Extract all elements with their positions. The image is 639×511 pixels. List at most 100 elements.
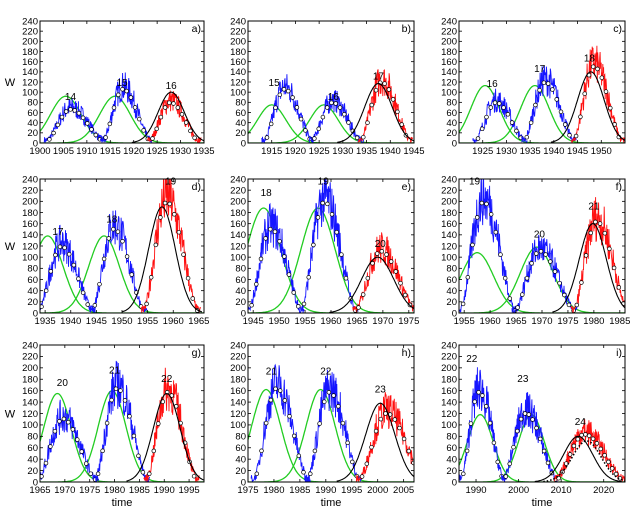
smoothed-point: [326, 390, 332, 395]
smoothed-point: [322, 399, 327, 404]
smoothed-point: [520, 292, 525, 297]
x-tick-label: 1970: [372, 316, 393, 327]
y-tick-label: 100: [22, 420, 38, 431]
x-tick-label: 1930: [332, 146, 353, 157]
smoothed-point: [128, 95, 134, 100]
y-tick-label: 220: [230, 352, 246, 363]
smoothed-point: [191, 473, 197, 479]
y-tick-label: 60: [27, 443, 38, 454]
smoothed-point: [538, 436, 543, 442]
y-tick-label: 0: [452, 477, 457, 488]
y-tick-label: 0: [33, 138, 38, 149]
y-tick-label: 240: [441, 174, 457, 185]
smoothed-point: [386, 87, 392, 92]
x-tick-label: 1970: [54, 485, 75, 496]
smoothed-point: [317, 421, 322, 426]
y-tick-label: 200: [441, 363, 457, 374]
smoothed-point: [167, 100, 172, 105]
y-tick-label: 200: [22, 363, 38, 374]
smoothed-point: [402, 292, 408, 298]
smoothed-point: [103, 135, 108, 140]
y-tick-label: 0: [452, 138, 457, 149]
smoothed-point: [301, 301, 307, 307]
smoothed-point: [567, 133, 572, 138]
y-tick-label: 180: [22, 47, 38, 58]
y-tick-label: 100: [441, 252, 457, 263]
smoothed-point: [277, 388, 283, 393]
y-tick-label: 20: [446, 466, 457, 477]
smoothed-point: [337, 105, 343, 110]
cycle-label: 17: [373, 71, 385, 82]
smoothed-point: [475, 136, 481, 141]
smoothed-point: [113, 386, 119, 392]
cycle-label: 15: [269, 78, 281, 89]
smoothed-point: [75, 437, 80, 442]
y-tick-label: 40: [446, 454, 457, 465]
smoothed-point: [48, 444, 53, 449]
smoothed-point: [156, 421, 161, 426]
smoothed-point: [88, 471, 93, 476]
y-tick-label: 200: [22, 37, 38, 48]
panel-letter: f): [616, 181, 622, 193]
smoothed-point: [369, 102, 375, 108]
y-tick-label: 40: [446, 118, 457, 129]
model-curve-1: [459, 413, 625, 482]
cycle-label: 22: [466, 354, 478, 365]
smoothed-point: [541, 80, 547, 85]
smoothed-point: [277, 92, 283, 98]
smoothed-point: [249, 303, 254, 308]
smoothed-point: [324, 105, 330, 110]
x-tick-label: 2005: [393, 485, 414, 496]
x-tick-label: 2000: [367, 485, 388, 496]
y-tick-label: 80: [27, 98, 38, 109]
smoothed-point: [567, 452, 573, 457]
x-tick-label: 1975: [557, 316, 578, 327]
observed-series-cycle-21: [250, 363, 311, 482]
smoothed-point: [122, 398, 128, 403]
smoothed-point: [131, 433, 137, 439]
smoothed-point: [132, 105, 138, 110]
cycle-label: 14: [65, 92, 77, 103]
x-tick-label: 1990: [154, 485, 175, 496]
cycle-label: 18: [584, 54, 596, 65]
x-tick-label: 1935: [193, 146, 214, 157]
panel-letter: h): [402, 347, 411, 359]
smoothed-point: [254, 281, 259, 287]
y-tick-label: 180: [230, 375, 246, 386]
smoothed-point: [268, 226, 273, 232]
smoothed-point: [109, 397, 114, 403]
smoothed-point: [562, 122, 568, 127]
cycle-label: 21: [266, 367, 278, 378]
x-tick-label: 1985: [289, 485, 310, 496]
smoothed-point: [129, 272, 134, 277]
x-tick-label: 1975: [237, 485, 258, 496]
y-tick-label: 140: [230, 67, 246, 78]
panel-letter: b): [402, 23, 411, 35]
panel-letter: g): [192, 347, 201, 359]
y-tick-label: 220: [22, 26, 38, 37]
smoothed-point: [613, 471, 619, 477]
observed-series-cycle-20: [511, 234, 578, 313]
plot-area: [459, 179, 625, 313]
smoothed-point: [137, 116, 142, 122]
smoothed-point: [491, 440, 497, 446]
smoothed-point: [470, 242, 475, 248]
x-tick-label: 1935: [356, 146, 377, 157]
smoothed-point: [502, 275, 508, 281]
cycle-label: 17: [52, 227, 64, 238]
y-tick-label: 220: [230, 185, 246, 196]
x-tick-label: 1960: [480, 316, 501, 327]
x-tick-label: 1910: [76, 146, 97, 157]
fit-curve: [121, 206, 203, 313]
smoothed-point: [298, 116, 304, 122]
x-tick-label: 1965: [29, 485, 50, 496]
x-axis-title: time: [321, 497, 342, 509]
smoothed-point: [533, 102, 538, 108]
observed-series-cycle-22: [459, 367, 507, 482]
smoothed-point: [597, 221, 603, 226]
observed-series-cycle-19: [298, 179, 359, 313]
cycle-label: 19: [469, 177, 481, 188]
y-axis-title: W: [5, 77, 16, 89]
smoothed-point: [378, 416, 384, 422]
